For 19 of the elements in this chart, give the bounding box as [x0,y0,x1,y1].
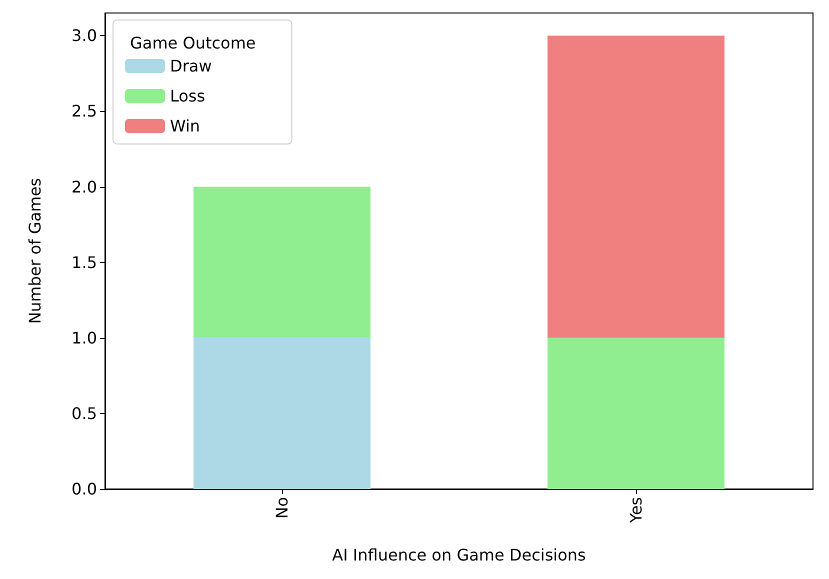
bar [194,338,370,489]
y-tick-label: 0.0 [72,480,97,498]
bar [194,186,370,338]
y-tick-label: 2.0 [72,177,97,196]
y-tick-label: 0.5 [72,404,97,423]
legend-title: Game Outcome [130,34,256,52]
legend-label: Loss [170,86,206,106]
legend-label: Draw [170,56,212,76]
y-tick-label: 3.0 [72,26,97,46]
bar [548,36,724,338]
y-axis-title: Number of Games [26,178,44,324]
x-axis-title: AI Influence on Game Decisions [332,546,586,564]
y-tick-label: 1.5 [72,252,97,272]
legend-label: Win [170,116,200,136]
x-tick-label: Yes [626,497,646,524]
y-tick-label: 1.0 [72,328,97,348]
y-tick-label: 2.5 [72,102,97,121]
x-tick-label: No [272,497,292,519]
bar [548,338,724,489]
